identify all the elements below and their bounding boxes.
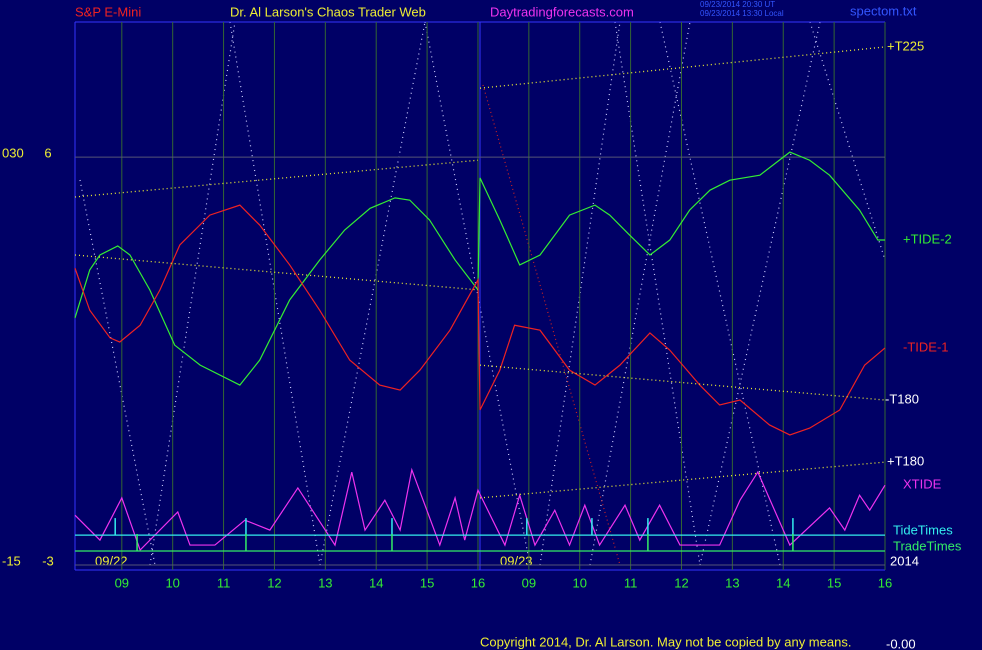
- x-tick-label: 15: [827, 575, 841, 590]
- x-tick-label: 13: [725, 575, 739, 590]
- cycle-line: [589, 21, 691, 566]
- series-line: [74, 204, 886, 436]
- file-name: spectom.txt: [850, 3, 917, 18]
- cycle-lines: [79, 21, 886, 566]
- corner-text: -0.00: [886, 636, 916, 650]
- y2-tick-label: -15: [2, 553, 21, 568]
- y-tick-label: 6: [44, 146, 51, 161]
- legend-label: -T180: [885, 391, 919, 406]
- chart-title: S&P E-Mini: [75, 4, 141, 19]
- x-tick-label: 16: [471, 575, 485, 590]
- x-tick-label: 12: [267, 575, 281, 590]
- x-tick-label: 14: [776, 575, 790, 590]
- series-line: [74, 151, 885, 386]
- cycle-line: [79, 179, 156, 566]
- legend-label: +TIDE-2: [903, 231, 952, 246]
- copyright: Copyright 2014, Dr. Al Larson. May not b…: [480, 634, 851, 649]
- x-tick-label: 14: [369, 575, 383, 590]
- x-tick-label: 12: [674, 575, 688, 590]
- date-label: 09/22: [95, 553, 128, 568]
- date-label: 09/23: [500, 553, 533, 568]
- date-label: 2014: [890, 553, 919, 568]
- x-tick-label: 16: [878, 575, 892, 590]
- x-tick-label: 09: [115, 575, 129, 590]
- x-tick-label: 11: [217, 575, 231, 590]
- legend-label: XTIDE: [903, 477, 942, 492]
- x-tick-label: 15: [420, 575, 434, 590]
- header: Dr. Al Larson's Chaos Trader Web: [230, 4, 426, 19]
- y2-tick-label: 030: [2, 146, 24, 161]
- x-tick-label: 10: [572, 575, 586, 590]
- x-tick-label: 09: [522, 575, 536, 590]
- x-tick-label: 13: [318, 575, 332, 590]
- x-tick-label: 10: [165, 575, 179, 590]
- x-tick-label: 11: [624, 575, 638, 590]
- legend-label: TideTimes: [893, 523, 953, 538]
- legend-label: +T180: [887, 454, 924, 469]
- timestamp: 09/23/2014 20:30 UT: [700, 0, 775, 9]
- cycle-line: [319, 21, 426, 566]
- cycle-line: [229, 21, 321, 566]
- timestamp: 09/23/2014 13:30 Local: [700, 9, 784, 18]
- series-line: [74, 467, 886, 552]
- legend-label: +T225: [887, 38, 924, 53]
- legend-label: TradeTimes: [893, 538, 962, 553]
- site: Daytradingforecasts.com: [490, 4, 634, 19]
- y-tick-label: -3: [42, 553, 54, 568]
- legend-label: -TIDE-1: [903, 339, 949, 354]
- cycle-line: [424, 21, 531, 566]
